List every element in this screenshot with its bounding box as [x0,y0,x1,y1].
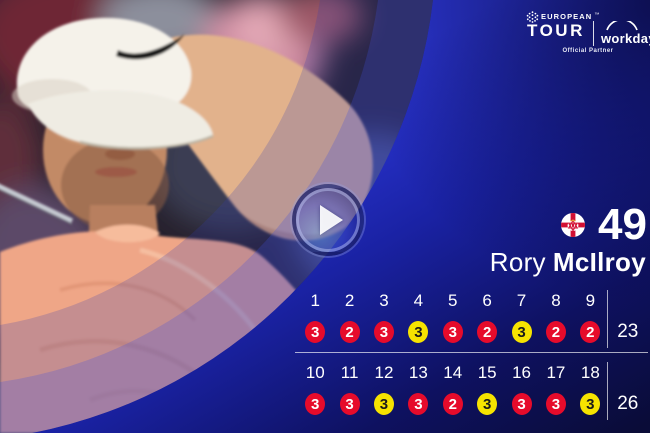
nine-total: 26 [617,393,639,414]
official-partner-caption: Official Partner [562,48,614,54]
player-total-score: 49 [561,202,647,248]
score-circle-red: 2 [545,321,566,343]
nike-swoosh-icon [116,34,185,60]
diagonal-tint-outer [0,0,378,382]
trademark-symbol: ™ [594,12,600,18]
play-button[interactable] [292,184,364,256]
back-nine-hole-numbers: 10 11 12 13 14 15 16 17 18 [295,360,648,386]
white-cap [12,17,214,150]
hole-number: 3 [379,291,389,310]
northern-ireland-flag-icon [561,213,586,237]
play-icon [320,205,343,235]
hole-number: 14 [443,363,463,382]
score-circle-yellow: 3 [580,393,601,415]
front-nine-hole-numbers: 1 2 3 4 5 6 7 8 9 [295,288,648,314]
hole-number: 13 [408,363,428,382]
golf-ball-icon [526,11,539,23]
hole-number: 11 [340,363,359,382]
hole-number: 4 [413,291,424,310]
score-circle-red: 3 [305,393,326,415]
nine-total: 23 [617,321,639,342]
player-last-name: McIlroy [552,247,646,277]
european-tour-wordmark-top: EUROPEAN [541,12,593,21]
hole-number: 16 [512,363,531,382]
score-circle-red: 3 [442,321,463,343]
european-tour-logo: EUROPEAN ™ TOUR [526,11,600,40]
hole-number: 15 [477,363,497,382]
total-score-value: 49 [598,200,647,249]
logo-divider-line [593,21,594,46]
hole-number: 2 [344,291,355,310]
score-circle-yellow: 3 [408,321,429,343]
front-nine-scores: 3 2 3 3 3 2 3 2 2 23 [295,314,648,350]
european-tour-wordmark-bottom: TOUR [527,21,585,40]
score-circle-red: 3 [305,321,326,343]
total-separator-line [607,290,608,348]
score-circle-red: 3 [339,393,360,415]
nines-divider-line [295,352,648,353]
score-circle-yellow: 3 [373,393,394,415]
hole-number: 6 [482,291,492,310]
hole-number: 18 [580,363,600,382]
score-circle-red: 2 [477,321,498,343]
hole-number: 1 [310,291,320,310]
hole-number: 12 [374,363,394,382]
hole-number: 10 [305,363,325,382]
workday-arc-icon [606,21,638,31]
hole-number: 17 [546,363,566,382]
score-circle-red: 2 [580,321,601,343]
total-separator-line [607,362,608,420]
hole-number: 8 [551,291,561,310]
score-circle-red: 3 [373,321,394,343]
score-circle-yellow: 3 [511,321,532,343]
score-circle-yellow: 3 [477,393,498,415]
score-circle-red: 2 [442,393,463,415]
hole-number: 9 [585,291,596,310]
back-nine: 10 11 12 13 14 15 16 17 18 3 3 3 3 2 3 3 3 3 26 [295,355,648,422]
golf-club-shaft [0,184,74,224]
score-circle-red: 3 [545,393,566,415]
player-name: Rory McIlroy [490,247,646,278]
back-nine-scores: 3 3 3 3 2 3 3 3 3 26 [295,386,648,422]
workday-wordmark: workday [601,31,650,46]
score-circle-red: 3 [511,393,532,415]
player-first-name: Rory [489,247,546,277]
workday-logo: workday [601,21,650,48]
hole-number: 7 [516,291,527,310]
score-circle-red: 2 [339,321,360,343]
score-circle-red: 3 [408,393,429,415]
hole-number: 5 [448,291,458,310]
